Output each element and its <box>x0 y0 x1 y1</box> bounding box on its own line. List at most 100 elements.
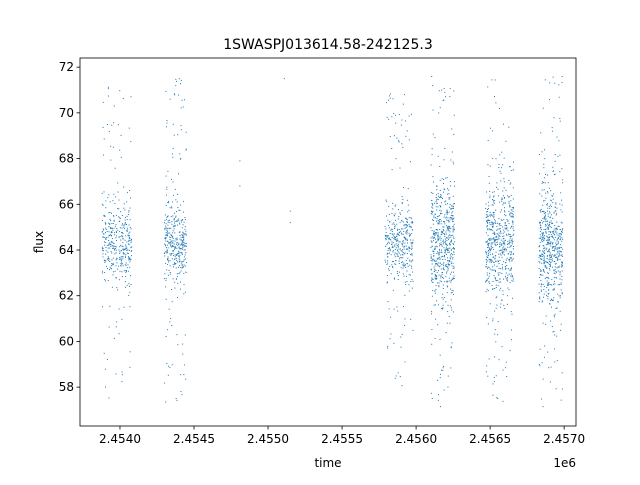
data-point <box>127 227 129 229</box>
data-point <box>411 253 413 255</box>
data-point <box>432 211 434 213</box>
data-point <box>394 213 396 215</box>
data-point <box>438 196 440 198</box>
data-point <box>548 234 550 236</box>
data-point <box>489 195 491 197</box>
data-point <box>555 256 557 258</box>
data-point <box>489 272 491 274</box>
data-point <box>539 249 541 251</box>
data-point <box>498 281 500 283</box>
data-point <box>442 259 444 261</box>
data-point <box>544 182 546 184</box>
data-point <box>408 217 410 219</box>
data-point <box>102 228 104 230</box>
data-point <box>387 219 389 221</box>
data-point <box>551 130 553 132</box>
data-point <box>557 250 559 252</box>
data-point <box>489 239 491 241</box>
data-point <box>554 154 556 156</box>
data-point <box>451 239 453 241</box>
data-point <box>124 255 126 257</box>
data-point <box>440 277 442 279</box>
data-point <box>507 246 509 248</box>
data-point <box>106 268 108 270</box>
data-point <box>433 231 435 233</box>
data-point <box>405 259 407 261</box>
data-point <box>434 337 436 339</box>
data-point <box>444 214 446 216</box>
data-point <box>506 235 508 237</box>
data-point <box>540 240 542 242</box>
data-point <box>544 247 546 249</box>
data-point <box>489 165 491 167</box>
data-point <box>389 250 391 252</box>
data-point <box>120 265 122 267</box>
data-point <box>453 266 455 268</box>
data-point <box>407 229 409 231</box>
data-point <box>433 304 435 306</box>
data-point <box>389 238 391 240</box>
data-point <box>545 197 547 199</box>
data-point <box>508 241 510 243</box>
data-point <box>401 333 403 335</box>
data-point <box>438 223 440 225</box>
data-point <box>502 232 504 234</box>
data-point <box>394 263 396 265</box>
data-point <box>105 200 107 202</box>
data-point <box>402 228 404 230</box>
data-point <box>388 238 390 240</box>
data-point <box>499 223 501 225</box>
data-point <box>391 148 393 150</box>
data-point <box>101 203 103 205</box>
data-point <box>171 289 173 290</box>
data-point <box>172 226 174 228</box>
data-point <box>543 177 545 179</box>
data-point <box>550 320 552 322</box>
data-point <box>404 294 406 296</box>
data-point <box>397 272 399 274</box>
data-point <box>436 185 438 187</box>
data-point <box>554 269 556 271</box>
data-point <box>118 199 120 201</box>
data-point <box>543 248 545 250</box>
data-point <box>129 231 131 233</box>
data-point <box>543 240 545 242</box>
data-point <box>436 229 438 231</box>
data-point <box>449 227 451 229</box>
data-point <box>184 334 186 336</box>
data-point <box>550 200 552 202</box>
data-point <box>489 197 491 199</box>
data-point <box>546 242 548 244</box>
data-point <box>453 278 455 280</box>
data-point <box>129 219 131 221</box>
data-point <box>486 263 488 265</box>
data-point <box>545 192 547 194</box>
data-point <box>105 239 107 241</box>
data-point <box>409 259 411 261</box>
data-point <box>405 218 407 220</box>
data-point <box>511 226 513 228</box>
data-point <box>438 274 440 276</box>
data-point <box>554 236 556 238</box>
data-point <box>444 234 446 236</box>
data-point <box>394 205 396 207</box>
data-point <box>556 221 558 223</box>
data-point <box>176 238 178 240</box>
data-point <box>105 250 107 252</box>
data-point <box>443 297 445 299</box>
data-point <box>431 211 433 213</box>
data-point <box>548 259 550 261</box>
data-point <box>400 250 402 252</box>
data-point <box>559 258 561 260</box>
data-point <box>491 269 493 271</box>
data-point <box>543 216 545 218</box>
data-point <box>550 220 552 222</box>
data-point <box>553 239 555 241</box>
data-point <box>551 195 553 197</box>
data-point <box>488 222 490 224</box>
data-point <box>491 198 493 200</box>
data-point <box>453 223 455 225</box>
data-point <box>435 278 437 280</box>
data-point <box>167 230 169 232</box>
